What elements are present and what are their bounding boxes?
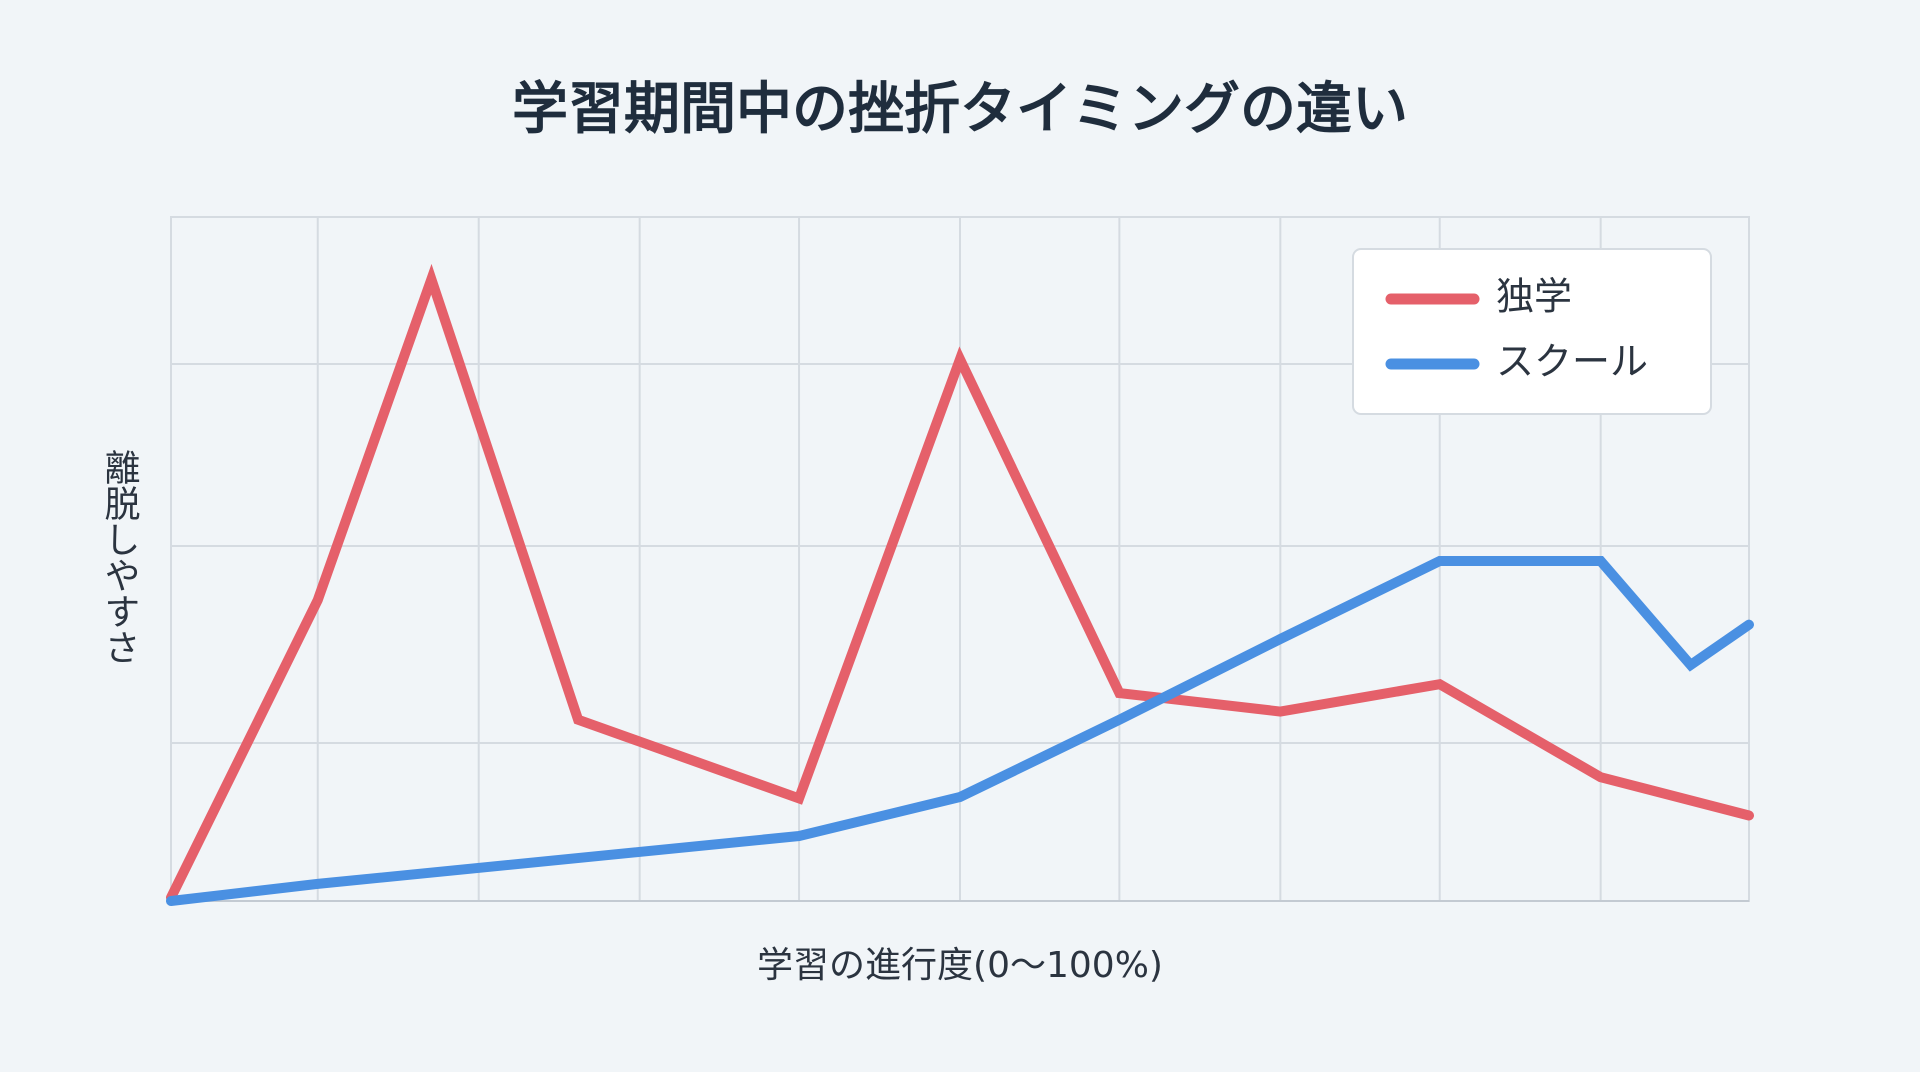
legend-box [1352, 248, 1712, 415]
x-axis-label: 学習の進行度(0〜100%) [757, 945, 1163, 986]
series-line [166, 556, 1754, 906]
chart-title: 学習期間中の挫折タイミングの違い [512, 77, 1408, 142]
plot-lines [166, 263, 1754, 906]
series-line [166, 263, 1754, 903]
legend-label: スクール [1496, 340, 1648, 384]
y-axis-label: 離脱しやすさ [99, 449, 140, 665]
legend-label: 独学 [1496, 275, 1572, 319]
